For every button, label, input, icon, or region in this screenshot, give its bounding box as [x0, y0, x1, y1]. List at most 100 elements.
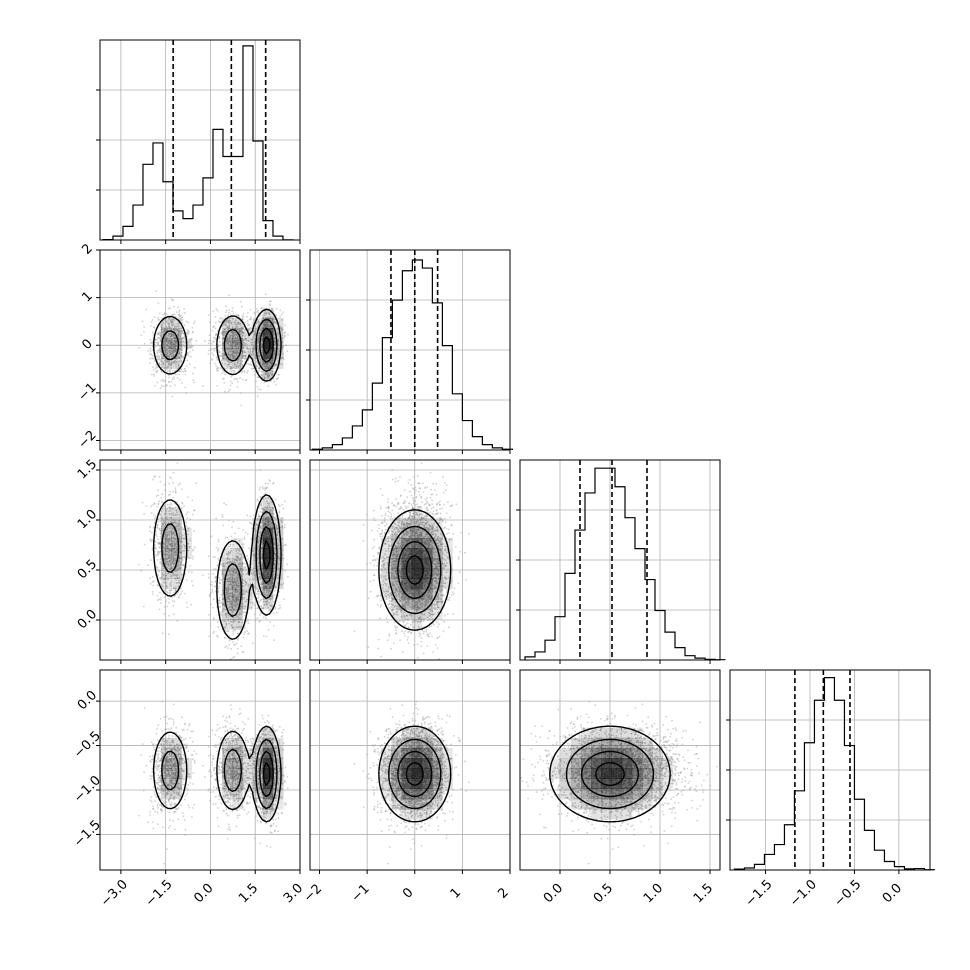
scatter-point	[167, 340, 170, 343]
scatter-point	[232, 312, 235, 315]
scatter-point	[265, 323, 268, 325]
scatter-point	[166, 547, 169, 550]
scatter-point	[167, 345, 170, 348]
scatter-point	[243, 357, 246, 360]
scatter-point	[230, 334, 233, 337]
scatter-point	[159, 480, 162, 483]
scatter-point	[233, 341, 236, 344]
scatter-point	[239, 323, 242, 326]
scatter-point	[262, 487, 264, 490]
scatter-point	[151, 357, 153, 360]
scatter-point	[163, 379, 166, 382]
scatter-point	[261, 346, 263, 348]
scatter-point	[171, 322, 174, 324]
scatter-point	[222, 332, 225, 335]
scatter-point	[261, 553, 264, 556]
scatter-point	[183, 505, 186, 508]
scatter-point	[167, 334, 170, 337]
scatter-point	[228, 339, 231, 341]
scatter-point	[230, 321, 233, 324]
scatter-point	[236, 322, 239, 325]
scatter-point	[157, 569, 160, 572]
scatter-point	[235, 365, 238, 367]
scatter-point	[169, 331, 172, 333]
scatter-point	[168, 346, 171, 348]
scatter-point	[214, 556, 217, 558]
scatter-point	[165, 366, 168, 369]
scatter-point	[228, 347, 231, 350]
scatter-point	[227, 556, 230, 559]
scatter-point	[154, 515, 157, 518]
scatter-point	[167, 341, 170, 344]
scatter-point	[151, 331, 154, 334]
scatter-point	[282, 353, 285, 355]
scatter-point	[236, 652, 239, 655]
density-cell	[242, 348, 253, 359]
density-cell	[252, 358, 264, 370]
scatter-point	[174, 544, 176, 547]
scatter-point	[216, 357, 219, 360]
scatter-point	[226, 369, 229, 372]
scatter-point	[265, 617, 267, 620]
scatter-point	[173, 313, 176, 316]
scatter-point	[237, 351, 240, 354]
scatter-point	[229, 388, 231, 391]
scatter-point	[238, 563, 241, 566]
scatter-point	[221, 343, 224, 346]
scatter-point	[257, 534, 260, 537]
scatter-point	[263, 324, 266, 327]
scatter-point	[180, 341, 183, 344]
scatter-point	[157, 551, 159, 553]
scatter-point	[168, 333, 171, 336]
scatter-point	[175, 554, 178, 557]
scatter-point	[263, 322, 266, 325]
scatter-point	[268, 375, 271, 378]
scatter-point	[256, 386, 259, 388]
scatter-point	[172, 345, 175, 348]
scatter-point	[162, 522, 165, 525]
scatter-point	[219, 582, 221, 585]
scatter-point	[229, 356, 232, 359]
scatter-point	[240, 556, 243, 559]
scatter-point	[149, 350, 152, 352]
scatter-point	[178, 360, 181, 363]
scatter-point	[173, 339, 176, 342]
scatter-point	[227, 360, 230, 363]
scatter-point	[169, 347, 172, 349]
scatter-point	[234, 341, 237, 344]
scatter-point	[175, 357, 177, 360]
scatter-point	[171, 544, 174, 546]
scatter-point	[230, 361, 233, 364]
density-cell	[232, 348, 243, 359]
scatter-point	[227, 324, 230, 327]
scatter-point	[228, 593, 231, 595]
scatter-point	[170, 367, 172, 369]
scatter-point	[229, 560, 232, 563]
scatter-point	[254, 334, 257, 336]
scatter-point	[234, 370, 236, 373]
scatter-point	[172, 376, 175, 378]
scatter-point	[174, 347, 176, 350]
scatter-point	[232, 643, 235, 646]
scatter-point	[174, 325, 177, 328]
scatter-point	[177, 483, 180, 486]
scatter-point	[167, 349, 170, 352]
scatter-point	[169, 335, 172, 338]
scatter-point	[159, 332, 162, 335]
scatter-point	[168, 325, 170, 328]
scatter-point	[171, 344, 173, 347]
scatter-point	[166, 348, 168, 350]
scatter-point	[169, 371, 172, 373]
scatter-point	[262, 317, 264, 320]
scatter-point	[183, 537, 185, 540]
scatter-point	[242, 316, 245, 318]
scatter-point	[229, 340, 231, 342]
scatter-point	[245, 358, 248, 360]
scatter-point	[226, 336, 229, 339]
scatter-point	[226, 365, 229, 368]
scatter-point	[233, 568, 236, 571]
scatter-point	[229, 545, 232, 548]
scatter-point	[218, 336, 221, 338]
scatter-point	[214, 347, 217, 350]
scatter-point	[271, 374, 273, 377]
